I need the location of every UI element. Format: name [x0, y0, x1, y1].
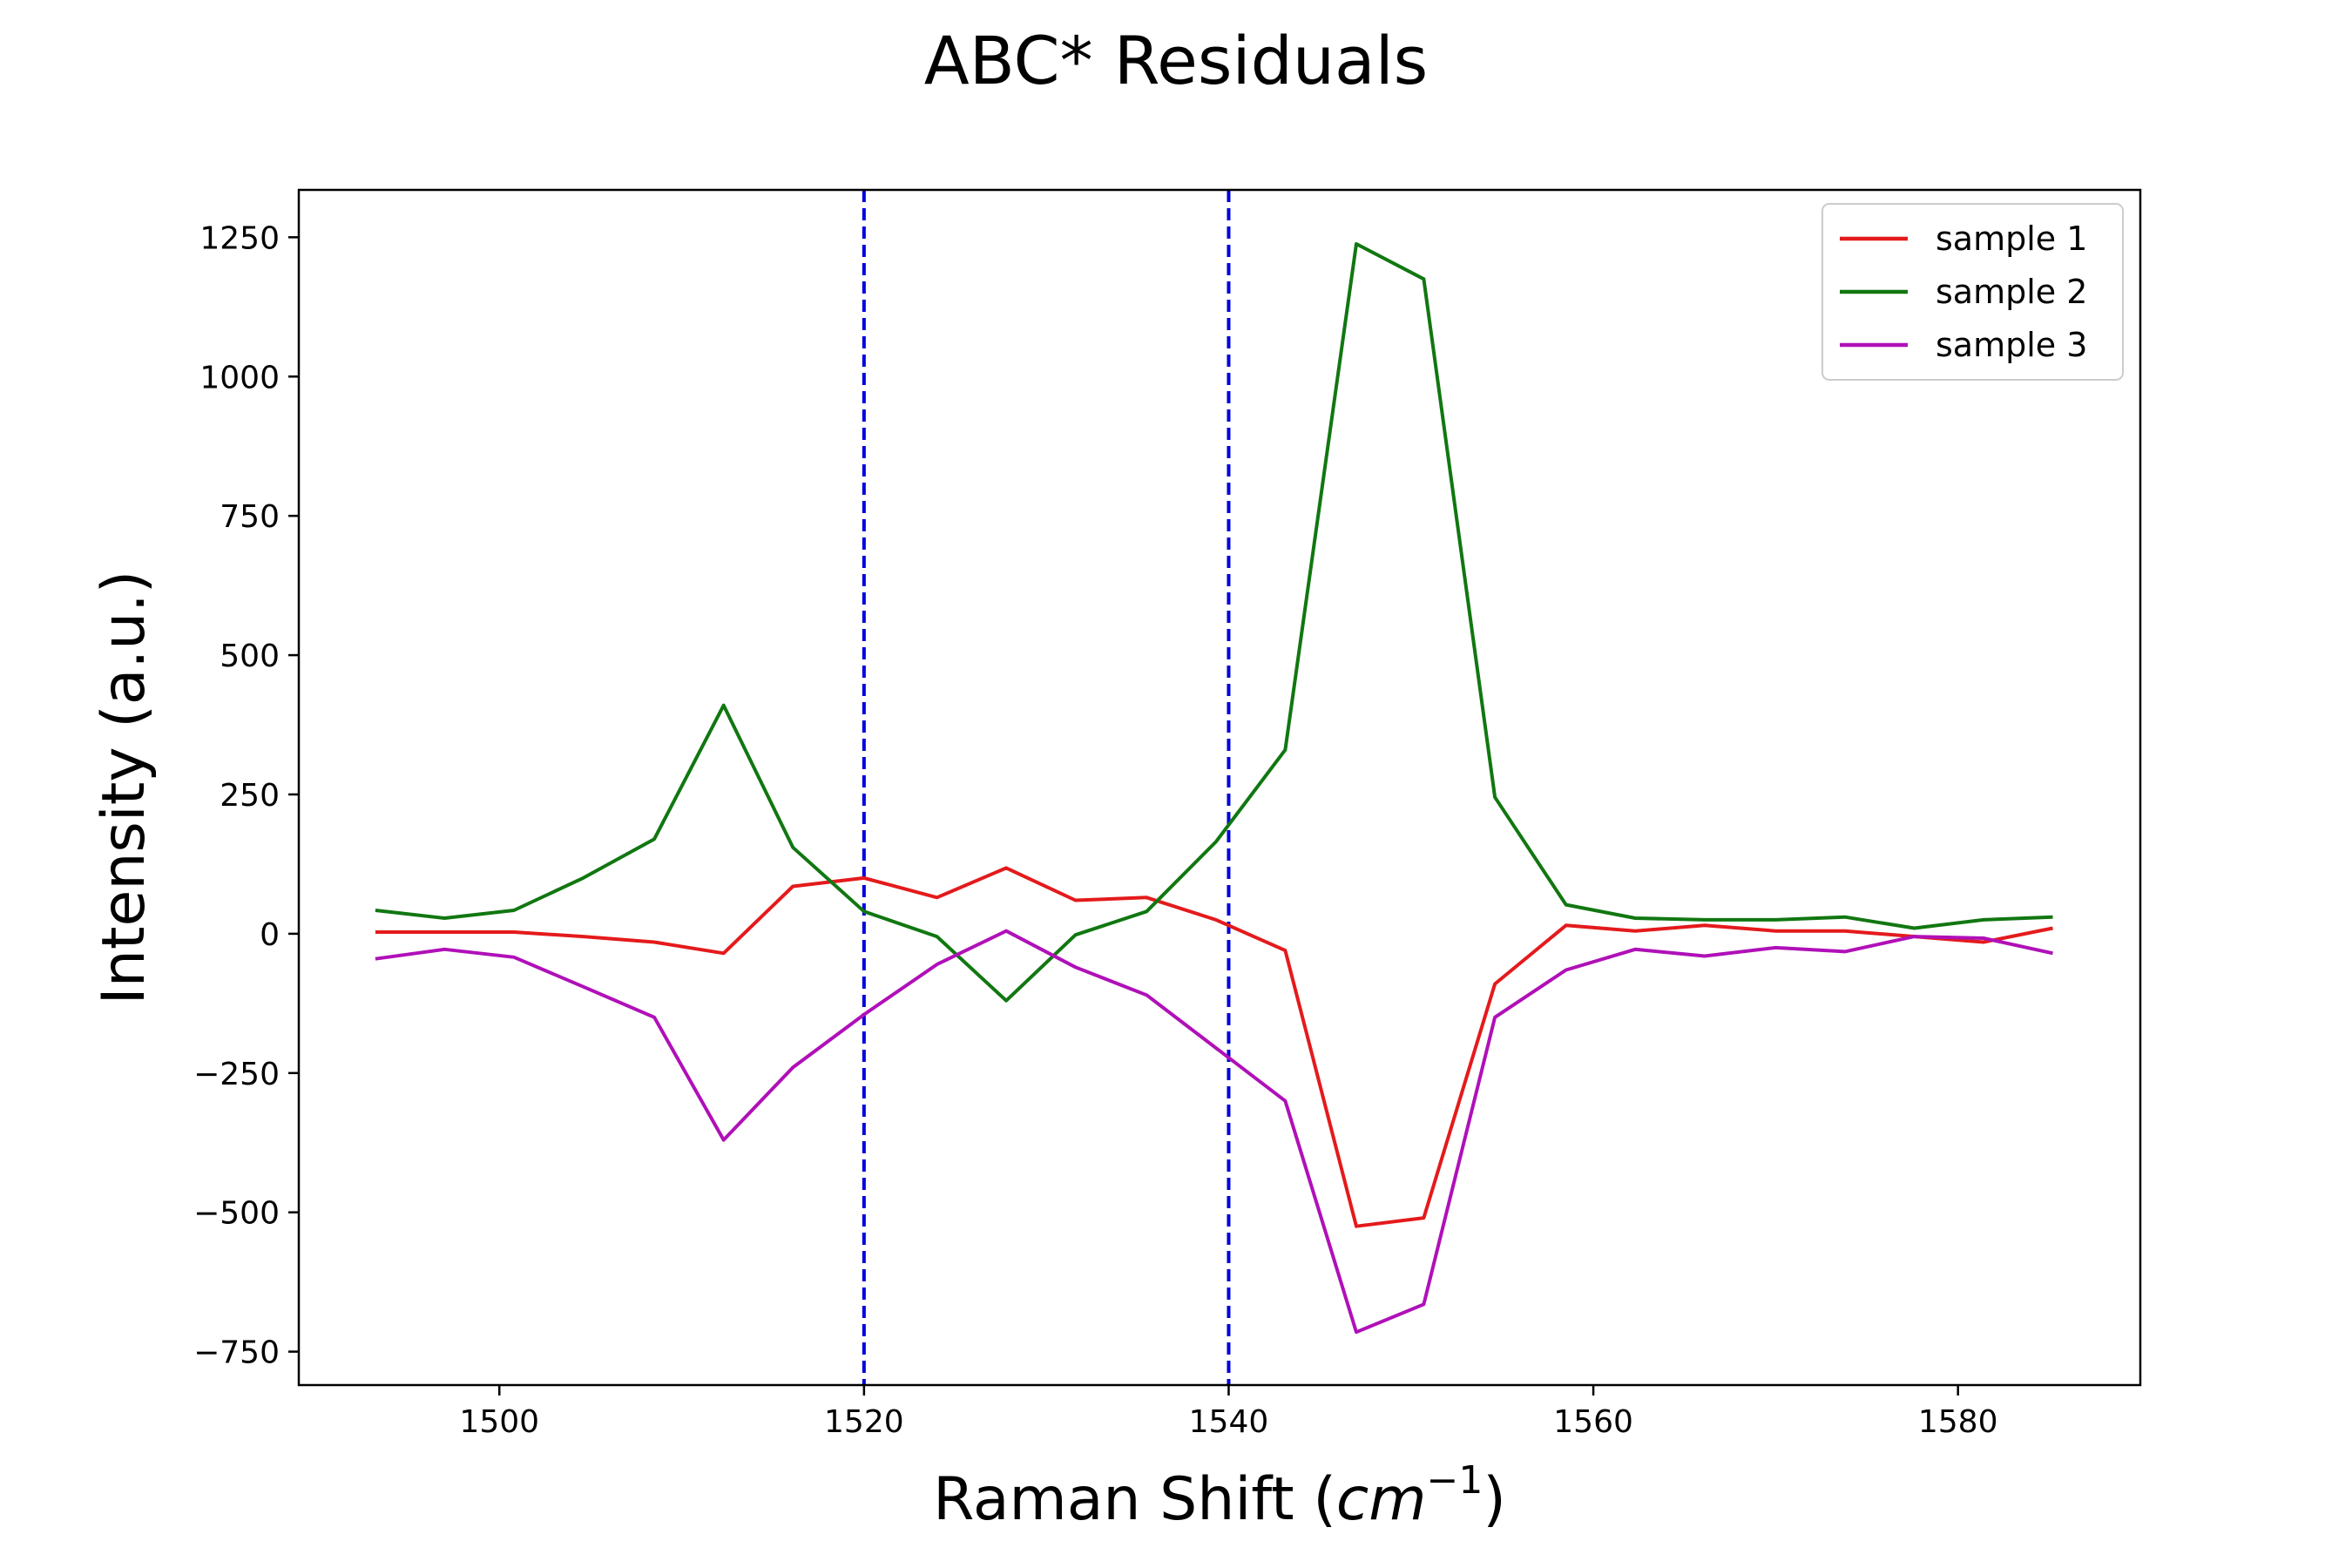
reference-lines — [862, 190, 1231, 1385]
x-tick-label: 1560 — [1553, 1404, 1633, 1440]
y-axis-ticks: −750 −500 −250 0 250 500 750 1000 1250 — [193, 220, 299, 1371]
series-line — [375, 866, 2053, 1228]
x-axis-label-main: Raman Shift ( — [933, 1465, 1336, 1534]
y-tick-label: −500 — [193, 1196, 280, 1232]
x-tick-label: 1520 — [824, 1404, 904, 1440]
legend-box — [1821, 203, 2124, 381]
series-line — [375, 929, 2053, 1335]
legend: sample 1 sample 2 sample 3 — [1821, 203, 2124, 381]
y-tick-label: 0 — [260, 917, 280, 953]
legend-label: sample 1 — [1936, 220, 2087, 258]
y-tick-label: 500 — [220, 639, 280, 674]
chart-title: ABC* Residuals — [924, 22, 1429, 99]
y-tick-label: 250 — [220, 778, 280, 814]
series-lines — [375, 242, 2053, 1335]
x-axis-ticks: 1500 1520 1540 1560 1580 — [459, 1385, 1998, 1440]
series-line — [375, 242, 2053, 1003]
y-tick-label: 750 — [220, 499, 280, 535]
plot-frame — [297, 188, 2142, 1387]
x-axis-label-superscript: −1 — [1427, 1458, 1484, 1503]
x-tick-label: 1500 — [459, 1404, 539, 1440]
x-axis-label-close: ) — [1483, 1465, 1506, 1534]
x-tick-label: 1540 — [1189, 1404, 1269, 1440]
x-tick-label: 1580 — [1918, 1404, 1998, 1440]
y-tick-label: 1250 — [199, 220, 280, 256]
legend-label: sample 2 — [1936, 273, 2087, 311]
y-tick-label: −250 — [193, 1057, 280, 1092]
y-tick-label: −750 — [193, 1335, 280, 1371]
y-tick-label: 1000 — [199, 360, 280, 395]
x-axis-label-unit: cm — [1336, 1465, 1427, 1534]
y-axis-label: Intensity (a.u.) — [90, 571, 159, 1005]
x-axis-label: Raman Shift (cm−1) — [933, 1458, 1506, 1534]
legend-label: sample 3 — [1936, 326, 2087, 364]
legend-items: sample 1 sample 2 sample 3 — [1840, 220, 2087, 364]
